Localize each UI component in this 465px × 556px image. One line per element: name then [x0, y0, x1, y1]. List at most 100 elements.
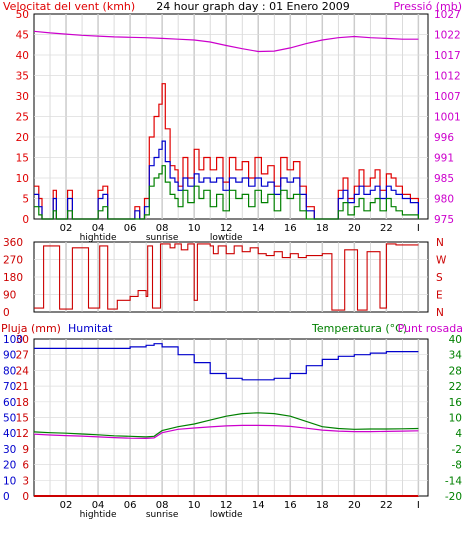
rain-title: Pluja (mm) [1, 322, 61, 335]
tide-label: hightide [80, 510, 117, 520]
time-tick-label: 14 [252, 223, 265, 234]
pressure-tick-label: 1012 [434, 71, 461, 83]
temperature-tick-label: 4 [455, 428, 462, 440]
time-tick-label: 02 [60, 500, 73, 511]
humidity-tick-label: 20 [3, 460, 16, 472]
humidity-tick-label: 90 [3, 350, 16, 362]
rain-tick-label: 30 [16, 334, 29, 346]
pressure-tick-label: 1007 [434, 91, 461, 103]
wind-speed-tick-label: 10 [16, 173, 29, 185]
pressure-tick-label: 1017 [434, 50, 461, 62]
humidity-tick-label: 100 [3, 334, 23, 346]
rain-tick-label: 0 [22, 491, 29, 503]
humidity-tick-label: 40 [3, 428, 16, 440]
pressure-tick-label: 1022 [434, 30, 461, 42]
time-tick-label: 12 [220, 500, 233, 511]
wind-speed-title: Velocitat del vent (kmh) [3, 0, 135, 13]
temperature-tick-label: 22 [449, 381, 462, 393]
time-tick-label: 20 [348, 223, 361, 234]
humidity-title: Humitat [68, 322, 113, 335]
humidity-tick-label: 30 [3, 444, 16, 456]
tide-label: hightide [80, 233, 117, 243]
time-tick-label: 04 [92, 223, 105, 234]
time-tick-label: 20 [348, 500, 361, 511]
time-tick-label: 06 [124, 500, 137, 511]
wind-speed-tick-label: 5 [22, 194, 29, 206]
tide-label: sunrise [146, 233, 179, 243]
wind-speed-tick-label: 50 [16, 9, 29, 21]
time-tick-label: 16 [284, 500, 297, 511]
temperature-tick-label: -14 [445, 475, 462, 487]
time-tick-label: 12 [220, 223, 233, 234]
dewpoint-title: Punt rosada [398, 322, 463, 335]
tide-label: lowtide [210, 510, 243, 520]
time-tick-label: 02 [60, 223, 73, 234]
graph-title: 24 hour graph day : 01 Enero 2009 [156, 0, 350, 13]
tide-label: sunrise [146, 510, 179, 520]
time-tick-label: 04 [92, 500, 105, 511]
rain-tick-label: 9 [22, 444, 29, 456]
pressure-tick-label: 991 [434, 153, 454, 165]
rain-tick-label: 21 [16, 381, 29, 393]
direction-degree-tick-label: 270 [3, 255, 23, 267]
humidity-tick-label: 60 [3, 397, 16, 409]
time-tick-label: 08 [156, 223, 169, 234]
rain-tick-label: 27 [16, 350, 29, 362]
direction-degree-tick-label: 360 [3, 237, 23, 249]
time-tick-label: 14 [252, 500, 265, 511]
pressure-line [33, 30, 419, 53]
temperature-tick-label: 34 [449, 350, 463, 362]
time-tick-label: I [417, 223, 420, 234]
humidity-line [34, 343, 419, 381]
temperature-line [33, 412, 419, 438]
wind-speed-tick-label: 40 [16, 50, 29, 62]
dewpoint-line [33, 424, 419, 440]
temperature-tick-label: 16 [449, 397, 463, 409]
rain-tick-label: 6 [22, 460, 29, 472]
temperature-tick-label: 28 [449, 365, 462, 377]
rain-tick-label: 12 [16, 428, 29, 440]
wind-speed-tick-label: 0 [22, 214, 29, 226]
pressure-tick-label: 975 [434, 214, 454, 226]
humidity-tick-label: 10 [3, 475, 16, 487]
pressure-tick-label: 985 [434, 173, 454, 185]
time-tick-label: 18 [316, 500, 329, 511]
direction-compass-tick-label: N [436, 237, 444, 249]
time-tick-label: 08 [156, 500, 169, 511]
direction-degree-tick-label: 180 [3, 272, 23, 284]
time-tick-label: 18 [316, 223, 329, 234]
time-tick-label: 10 [188, 500, 201, 511]
direction-compass-tick-label: S [436, 272, 443, 284]
rain-tick-label: 24 [16, 365, 30, 377]
wind-speed-tick-label: 25 [16, 112, 29, 124]
humidity-tick-label: 0 [3, 491, 10, 503]
wind-min-line [34, 165, 419, 220]
pressure-tick-label: 1027 [434, 9, 461, 21]
direction-degree-tick-label: 90 [3, 290, 16, 302]
time-tick-label: I [417, 500, 420, 511]
humidity-tick-label: 70 [3, 381, 16, 393]
time-tick-label: 10 [188, 223, 201, 234]
wind-direction-line [34, 243, 419, 311]
wind-speed-tick-label: 45 [16, 30, 29, 42]
temperature-tick-label: 10 [449, 413, 462, 425]
wind-gust-line [34, 83, 419, 220]
wind-speed-tick-label: 35 [16, 71, 29, 83]
pressure-tick-label: 980 [434, 194, 454, 206]
wind-speed-tick-label: 20 [16, 132, 29, 144]
temperature-tick-label: -20 [445, 491, 462, 503]
rain-tick-label: 3 [22, 475, 29, 487]
rain-tick-label: 15 [16, 413, 29, 425]
humidity-tick-label: 80 [3, 365, 16, 377]
wind-speed-tick-label: 15 [16, 153, 29, 165]
direction-compass-tick-label: E [436, 290, 443, 302]
direction-compass-tick-label: W [436, 255, 447, 267]
temperature-title: Temperatura (°C) [311, 322, 407, 335]
tide-label: lowtide [210, 233, 243, 243]
temperature-tick-label: -2 [452, 444, 462, 456]
direction-compass-tick-label: N [436, 307, 444, 319]
temperature-tick-label: 40 [449, 334, 462, 346]
direction-degree-tick-label: 0 [3, 307, 10, 319]
pressure-tick-label: 996 [434, 132, 454, 144]
